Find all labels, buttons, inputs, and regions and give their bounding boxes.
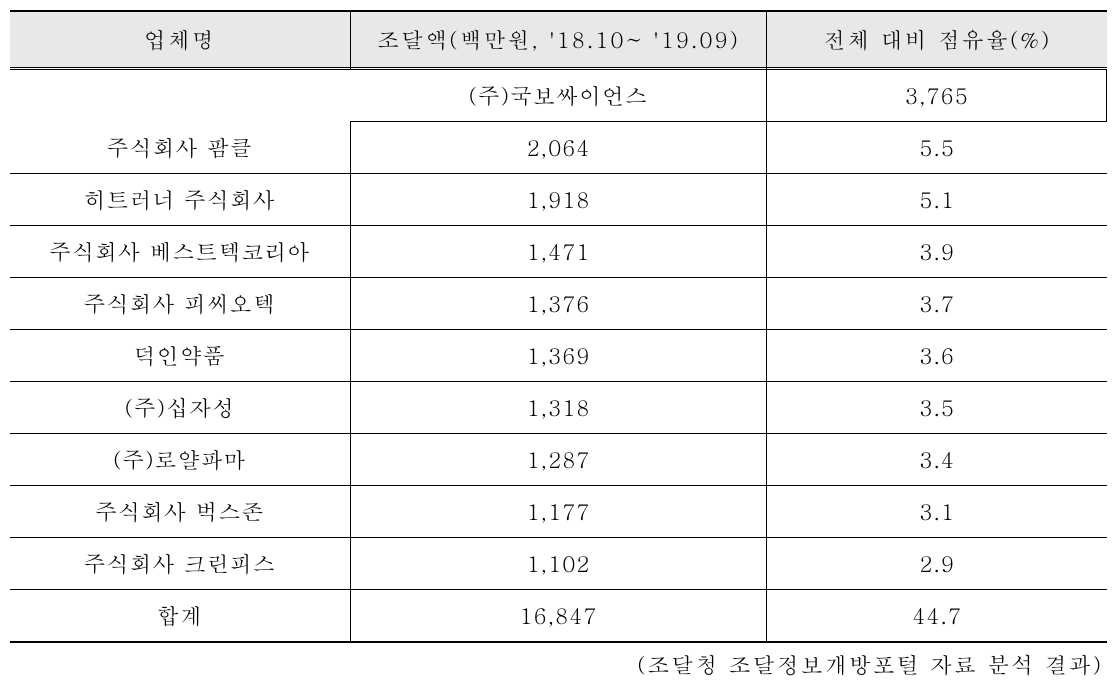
table-row: 주식회사 벅스존1,1773.1 bbox=[10, 486, 1107, 538]
cell-company: 합계 bbox=[10, 590, 350, 643]
column-header-company: 업체명 bbox=[10, 11, 350, 68]
cell-company: 주식회사 팜클 bbox=[10, 122, 350, 174]
cell-share: 3.9 bbox=[767, 226, 1107, 278]
cell-company: (주)국보싸이언스 bbox=[350, 70, 767, 122]
table-row: 덕인약품1,3693.6 bbox=[10, 330, 1107, 382]
cell-company: 주식회사 피씨오텍 bbox=[10, 278, 350, 330]
cell-amount: 1,918 bbox=[350, 174, 767, 226]
column-header-amount: 조달액(백만원, '18.10~ '19.09) bbox=[350, 11, 767, 68]
cell-share: 5.1 bbox=[767, 174, 1107, 226]
cell-amount: 3,765 bbox=[767, 70, 1107, 122]
cell-amount: 16,847 bbox=[350, 590, 767, 643]
cell-amount: 1,287 bbox=[350, 434, 767, 486]
cell-company: 주식회사 크린피스 bbox=[10, 538, 350, 590]
cell-share: 5.5 bbox=[767, 122, 1107, 174]
table-row: 주식회사 피씨오텍1,3763.7 bbox=[10, 278, 1107, 330]
cell-share: 2.9 bbox=[767, 538, 1107, 590]
cell-share: 3.6 bbox=[767, 330, 1107, 382]
cell-share: 3.7 bbox=[767, 278, 1107, 330]
table-body: (주)국보싸이언스3,76510.0주식회사 팜클2,0645.5히트러너 주식… bbox=[10, 70, 1107, 642]
column-header-share: 전체 대비 점유율(%) bbox=[767, 11, 1107, 68]
table-row: 주식회사 베스트텍코리아1,4713.9 bbox=[10, 226, 1107, 278]
cell-company: (주)십자성 bbox=[10, 382, 350, 434]
cell-amount: 1,102 bbox=[350, 538, 767, 590]
procurement-table: 업체명 조달액(백만원, '18.10~ '19.09) 전체 대비 점유율(%… bbox=[10, 10, 1107, 643]
table-row: 주식회사 팜클2,0645.5 bbox=[10, 122, 1107, 174]
cell-share: 3.4 bbox=[767, 434, 1107, 486]
table-header-row: 업체명 조달액(백만원, '18.10~ '19.09) 전체 대비 점유율(%… bbox=[10, 11, 1107, 68]
cell-company: 히트러너 주식회사 bbox=[10, 174, 350, 226]
cell-company: 주식회사 벅스존 bbox=[10, 486, 350, 538]
cell-amount: 2,064 bbox=[350, 122, 767, 174]
cell-amount: 1,376 bbox=[350, 278, 767, 330]
cell-amount: 1,471 bbox=[350, 226, 767, 278]
table-footnote: (조달청 조달정보개방포털 자료 분석 결과) bbox=[10, 649, 1107, 680]
table-row: 히트러너 주식회사1,9185.1 bbox=[10, 174, 1107, 226]
cell-share: 44.7 bbox=[767, 590, 1107, 643]
table-row: 주식회사 크린피스1,1022.9 bbox=[10, 538, 1107, 590]
table-row: (주)로얄파마1,2873.4 bbox=[10, 434, 1107, 486]
table-row: 합계16,84744.7 bbox=[10, 590, 1107, 643]
table-row: (주)국보싸이언스3,76510.0 bbox=[10, 70, 1107, 122]
cell-share: 3.5 bbox=[767, 382, 1107, 434]
cell-amount: 1,318 bbox=[350, 382, 767, 434]
cell-company: 주식회사 베스트텍코리아 bbox=[10, 226, 350, 278]
table-row: (주)십자성1,3183.5 bbox=[10, 382, 1107, 434]
cell-company: (주)로얄파마 bbox=[10, 434, 350, 486]
cell-share: 3.1 bbox=[767, 486, 1107, 538]
cell-company: 덕인약품 bbox=[10, 330, 350, 382]
cell-amount: 1,177 bbox=[350, 486, 767, 538]
cell-amount: 1,369 bbox=[350, 330, 767, 382]
